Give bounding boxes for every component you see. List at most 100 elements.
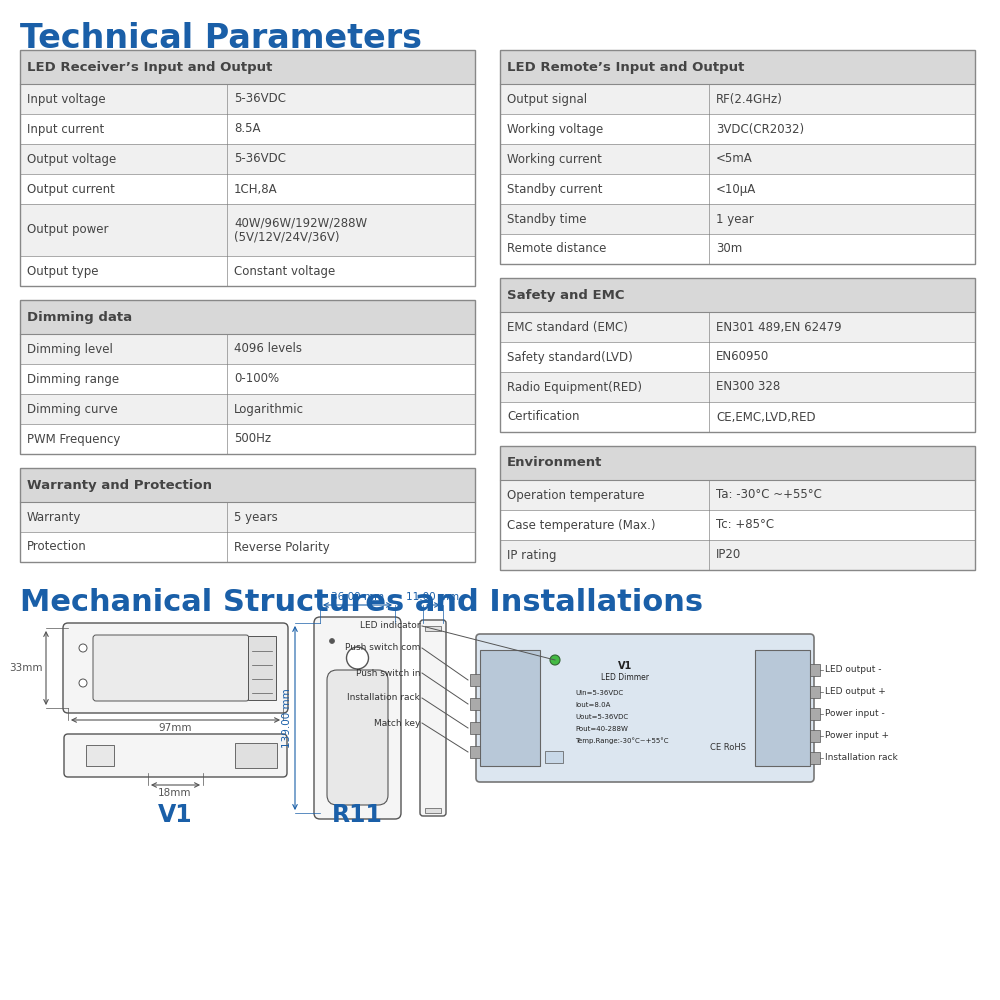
Text: Standby current: Standby current	[507, 182, 602, 196]
Bar	[86, 745, 114, 766]
Text: Installation rack: Installation rack	[347, 694, 420, 702]
Text: 5-36VDC: 5-36VDC	[234, 93, 286, 105]
FancyBboxPatch shape	[314, 617, 401, 819]
Text: EN301 489,EN 62479: EN301 489,EN 62479	[716, 320, 842, 334]
Bar	[500, 540, 975, 570]
Text: Installation rack: Installation rack	[825, 754, 898, 762]
Text: Logarithmic: Logarithmic	[234, 402, 304, 416]
Bar	[20, 532, 475, 562]
Text: Dimming range: Dimming range	[27, 372, 119, 385]
Bar	[425, 626, 441, 631]
Text: Environment: Environment	[507, 456, 602, 470]
Bar	[755, 650, 810, 766]
Text: Output signal: Output signal	[507, 93, 587, 105]
Text: EMC standard (EMC): EMC standard (EMC)	[507, 320, 628, 334]
Text: Operation temperature: Operation temperature	[507, 488, 644, 502]
Text: LED output +: LED output +	[825, 688, 886, 696]
Text: Uout=5-36VDC: Uout=5-36VDC	[575, 714, 628, 720]
Bar	[20, 334, 475, 364]
Text: Working current: Working current	[507, 152, 602, 165]
Bar	[20, 144, 475, 174]
Circle shape	[79, 644, 87, 652]
FancyBboxPatch shape	[327, 670, 388, 805]
Text: Warranty and Protection: Warranty and Protection	[27, 479, 212, 491]
FancyBboxPatch shape	[63, 623, 288, 713]
Text: Warranty: Warranty	[27, 510, 81, 524]
Bar	[20, 50, 475, 84]
Bar	[810, 752, 820, 764]
Text: 40W/96W/192W/288W: 40W/96W/192W/288W	[234, 217, 367, 230]
Circle shape	[79, 679, 87, 687]
Text: 3VDC(CR2032): 3VDC(CR2032)	[716, 122, 804, 135]
Text: LED Remote’s Input and Output: LED Remote’s Input and Output	[507, 60, 744, 74]
Text: Input voltage: Input voltage	[27, 93, 106, 105]
Text: 18mm: 18mm	[158, 788, 192, 798]
Bar	[470, 746, 480, 758]
Text: Reverse Polarity: Reverse Polarity	[234, 540, 330, 554]
Text: Output power: Output power	[27, 224, 108, 236]
Bar	[810, 730, 820, 742]
Text: Safety standard(LVD): Safety standard(LVD)	[507, 351, 633, 363]
Bar	[20, 468, 475, 502]
Text: Power input +: Power input +	[825, 732, 889, 740]
Bar	[545, 751, 563, 763]
Text: IP rating: IP rating	[507, 548, 556, 562]
Bar	[20, 300, 475, 454]
Bar	[20, 84, 475, 114]
Text: Push switch in: Push switch in	[356, 668, 420, 678]
Bar	[810, 686, 820, 698]
Text: 4096 levels: 4096 levels	[234, 342, 302, 356]
Text: PWM Frequency: PWM Frequency	[27, 432, 120, 446]
Text: 11.00 mm: 11.00 mm	[406, 592, 460, 602]
Text: CE RoHS: CE RoHS	[710, 744, 746, 752]
Bar	[500, 50, 975, 84]
Bar	[500, 204, 975, 234]
Text: 33mm: 33mm	[10, 663, 43, 673]
Bar	[500, 446, 975, 480]
Bar	[500, 402, 975, 432]
Text: (5V/12V/24V/36V): (5V/12V/24V/36V)	[234, 231, 340, 243]
Bar	[235, 743, 277, 768]
Text: LED Dimmer: LED Dimmer	[601, 674, 649, 682]
Bar	[500, 278, 975, 432]
Text: LED Receiver’s Input and Output: LED Receiver’s Input and Output	[27, 60, 272, 74]
Text: 8.5A: 8.5A	[234, 122, 261, 135]
Text: Remote distance: Remote distance	[507, 242, 606, 255]
Text: Case temperature (Max.): Case temperature (Max.)	[507, 518, 656, 532]
Text: Output current: Output current	[27, 182, 115, 196]
Text: RF(2.4GHz): RF(2.4GHz)	[716, 93, 783, 105]
Text: <10μA: <10μA	[716, 182, 756, 196]
Text: Constant voltage: Constant voltage	[234, 264, 335, 277]
Bar	[20, 424, 475, 454]
Circle shape	[347, 647, 368, 669]
Text: Match key: Match key	[374, 718, 420, 728]
Bar	[480, 650, 540, 766]
Bar	[500, 234, 975, 264]
Text: V1: V1	[618, 661, 632, 671]
Bar	[20, 300, 475, 334]
Text: Dimming curve: Dimming curve	[27, 402, 118, 416]
Text: Iout=8.0A: Iout=8.0A	[575, 702, 610, 708]
Text: Uin=5-36VDC: Uin=5-36VDC	[575, 690, 623, 696]
Text: Radio Equipment(RED): Radio Equipment(RED)	[507, 380, 642, 393]
Bar	[470, 698, 480, 710]
Bar	[500, 312, 975, 342]
Text: V1: V1	[158, 803, 193, 827]
Text: Tc: +85°C: Tc: +85°C	[716, 518, 774, 532]
Text: 36.00 mm: 36.00 mm	[331, 592, 384, 602]
Text: Output type: Output type	[27, 264, 98, 277]
Circle shape	[330, 639, 334, 644]
FancyBboxPatch shape	[93, 635, 249, 701]
Text: IP20: IP20	[716, 548, 741, 562]
Bar	[20, 114, 475, 144]
Text: Certification: Certification	[507, 410, 580, 424]
Bar	[500, 278, 975, 312]
Text: 1 year: 1 year	[716, 213, 754, 226]
FancyBboxPatch shape	[420, 620, 446, 816]
Text: 5 years: 5 years	[234, 510, 278, 524]
Text: <5mA: <5mA	[716, 152, 753, 165]
Text: LED output -: LED output -	[825, 666, 882, 674]
Bar	[500, 84, 975, 114]
Bar	[20, 256, 475, 286]
Text: CE,EMC,LVD,RED: CE,EMC,LVD,RED	[716, 410, 816, 424]
